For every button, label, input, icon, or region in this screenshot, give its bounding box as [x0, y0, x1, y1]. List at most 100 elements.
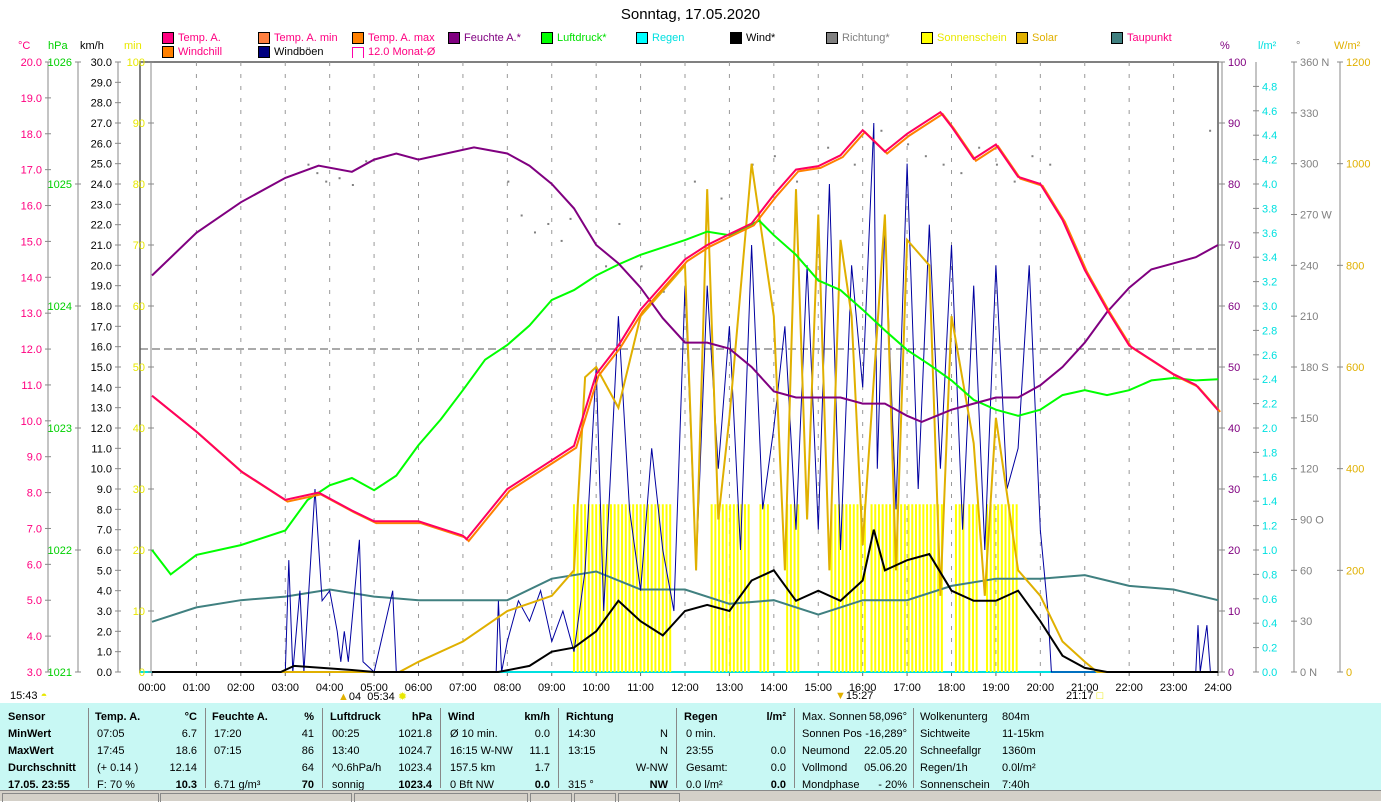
temp-tick-label: 8.0 [27, 488, 42, 500]
sunshine-bar [914, 504, 917, 672]
x-tick-label: 24:00 [1204, 682, 1232, 694]
weather-chart: 00:00 01:00 02:00 03:00 04:00 05:00 06:00 07:00… [21, 57, 1371, 694]
cell-label: 23:55 [686, 745, 714, 757]
sunset-time: 21:17 [1066, 690, 1094, 702]
sunshine-bar [766, 504, 769, 672]
cell-label: 16:15 W-NW [450, 745, 513, 757]
sunmin-tick-label: 20 [133, 545, 145, 557]
direction-point [942, 163, 945, 166]
direction-tick-label: 240 [1300, 260, 1318, 272]
direction-point [560, 239, 563, 242]
sunshine-bar [658, 504, 661, 672]
legend-swatch [258, 32, 270, 44]
wind-tick-label: 18.0 [91, 301, 112, 313]
pressure-tick-label: 1024 [48, 301, 72, 313]
misc-label: Sichtweite [920, 728, 971, 740]
cell-value: NW [649, 779, 668, 791]
direction-tick-label: 330 [1300, 108, 1318, 120]
x-tick-label: 02:00 [227, 682, 255, 694]
direction-point [569, 217, 572, 220]
sunshine-bar [606, 504, 609, 672]
cell-value: 0.0 [770, 745, 786, 757]
legend-label: Windböen [274, 46, 324, 58]
rain-tick-label: 1.0 [1262, 545, 1277, 557]
wind-tick-label: 28.0 [91, 98, 112, 110]
chart-title: Sonntag, 17.05.2020 [620, 6, 761, 23]
wind-tick-label: 22.0 [91, 220, 112, 232]
wind-tick-label: 8.0 [97, 504, 112, 516]
cell-label: 0 Bft NW [450, 779, 495, 791]
sunshine-bar [591, 504, 594, 672]
misc-label: Sonnenschein [920, 779, 990, 791]
cell-label: (+ 0.14 ) [97, 762, 139, 774]
sunshine-bar [628, 504, 631, 672]
sunmin-tick-label: 50 [133, 362, 145, 374]
wind-tick-label: 9.0 [97, 484, 112, 496]
astro-value: - 20% [878, 779, 907, 791]
sunshine-bar [849, 504, 852, 672]
row-label-current: 17.05. 23:55 [8, 779, 70, 791]
x-tick-label: 06:00 [405, 682, 433, 694]
rain-tick-label: 0.0 [1262, 667, 1277, 679]
direction-point [507, 180, 510, 183]
legend-item: Richtung* [826, 32, 890, 44]
direction-point [1031, 155, 1034, 158]
legend-swatch [1111, 32, 1123, 44]
astro-value: 22.05.20 [864, 745, 907, 757]
temperature-line [151, 110, 1219, 541]
direction-tick-label: 150 [1300, 413, 1318, 425]
legend-item: Windchill [162, 46, 222, 58]
sunshine-bar [1008, 504, 1011, 672]
cell-label: 13:15 [568, 745, 596, 757]
sunshine-bar [587, 504, 590, 672]
temp-tick-label: 4.0 [27, 631, 42, 643]
humidity-tick-label: 100 [1228, 57, 1246, 69]
wind-tick-label: 19.0 [91, 281, 112, 293]
legend-item: Windböen [258, 46, 324, 58]
direction-point [720, 197, 723, 200]
rain-tick-label: 4.8 [1262, 81, 1277, 93]
cell-value: 86 [301, 745, 314, 757]
x-tick-label: 13:00 [716, 682, 744, 694]
astro-label: Max. Sonnen [802, 711, 867, 723]
cell-value: W-NW [635, 762, 668, 774]
sunshine-bar [763, 504, 766, 672]
humidity-tick-label: 70 [1228, 240, 1240, 252]
misc-label: Wolkenunterg [920, 711, 988, 723]
direction-point [773, 155, 776, 158]
rain-tick-label: 4.6 [1262, 106, 1277, 118]
unit-pressure: hPa [411, 711, 432, 723]
legend-label: Solar [1032, 32, 1058, 44]
humidity-tick-label: 80 [1228, 179, 1240, 191]
legend-label: Temp. A. max [368, 32, 435, 44]
cell-label: 157.5 km [450, 762, 496, 774]
legend-item: Regen [636, 32, 684, 44]
pressure-tick-label: 1023 [48, 423, 72, 435]
wind-tick-label: 1.0 [97, 647, 112, 659]
direction-point [662, 290, 665, 293]
astro-value: -16,289° [865, 728, 907, 740]
sunshine-bar [793, 504, 796, 672]
legend-swatch [352, 46, 364, 58]
legend-item: Luftdruck* [541, 32, 607, 44]
sunshine-bar [714, 504, 717, 672]
cell-value: 0.0 [770, 779, 786, 791]
wind-tick-label: 26.0 [91, 138, 112, 150]
header-temp: Temp. A. [95, 711, 141, 723]
wind-tick-label: 6.0 [97, 545, 112, 557]
sunshine-bar [1015, 504, 1018, 672]
cell-value: 0.0 [534, 728, 550, 740]
rain-tick-label: 2.2 [1262, 399, 1277, 411]
cell-value: 1023.4 [398, 762, 432, 774]
row-label-avg: Durchschnitt [8, 762, 76, 774]
direction-point [307, 163, 310, 166]
cell-value: 0.0 [770, 762, 786, 774]
sunshine-bar [617, 504, 620, 672]
direction-tick-label: 270 W [1300, 210, 1332, 222]
direction-tick-label: 0 N [1300, 667, 1317, 679]
cell-value: 70 [301, 779, 314, 791]
sunshine-bar [911, 504, 914, 672]
sunshine-bar [997, 504, 1000, 672]
sunshine-bar [759, 504, 762, 672]
cell-value: 1021.8 [398, 728, 432, 740]
